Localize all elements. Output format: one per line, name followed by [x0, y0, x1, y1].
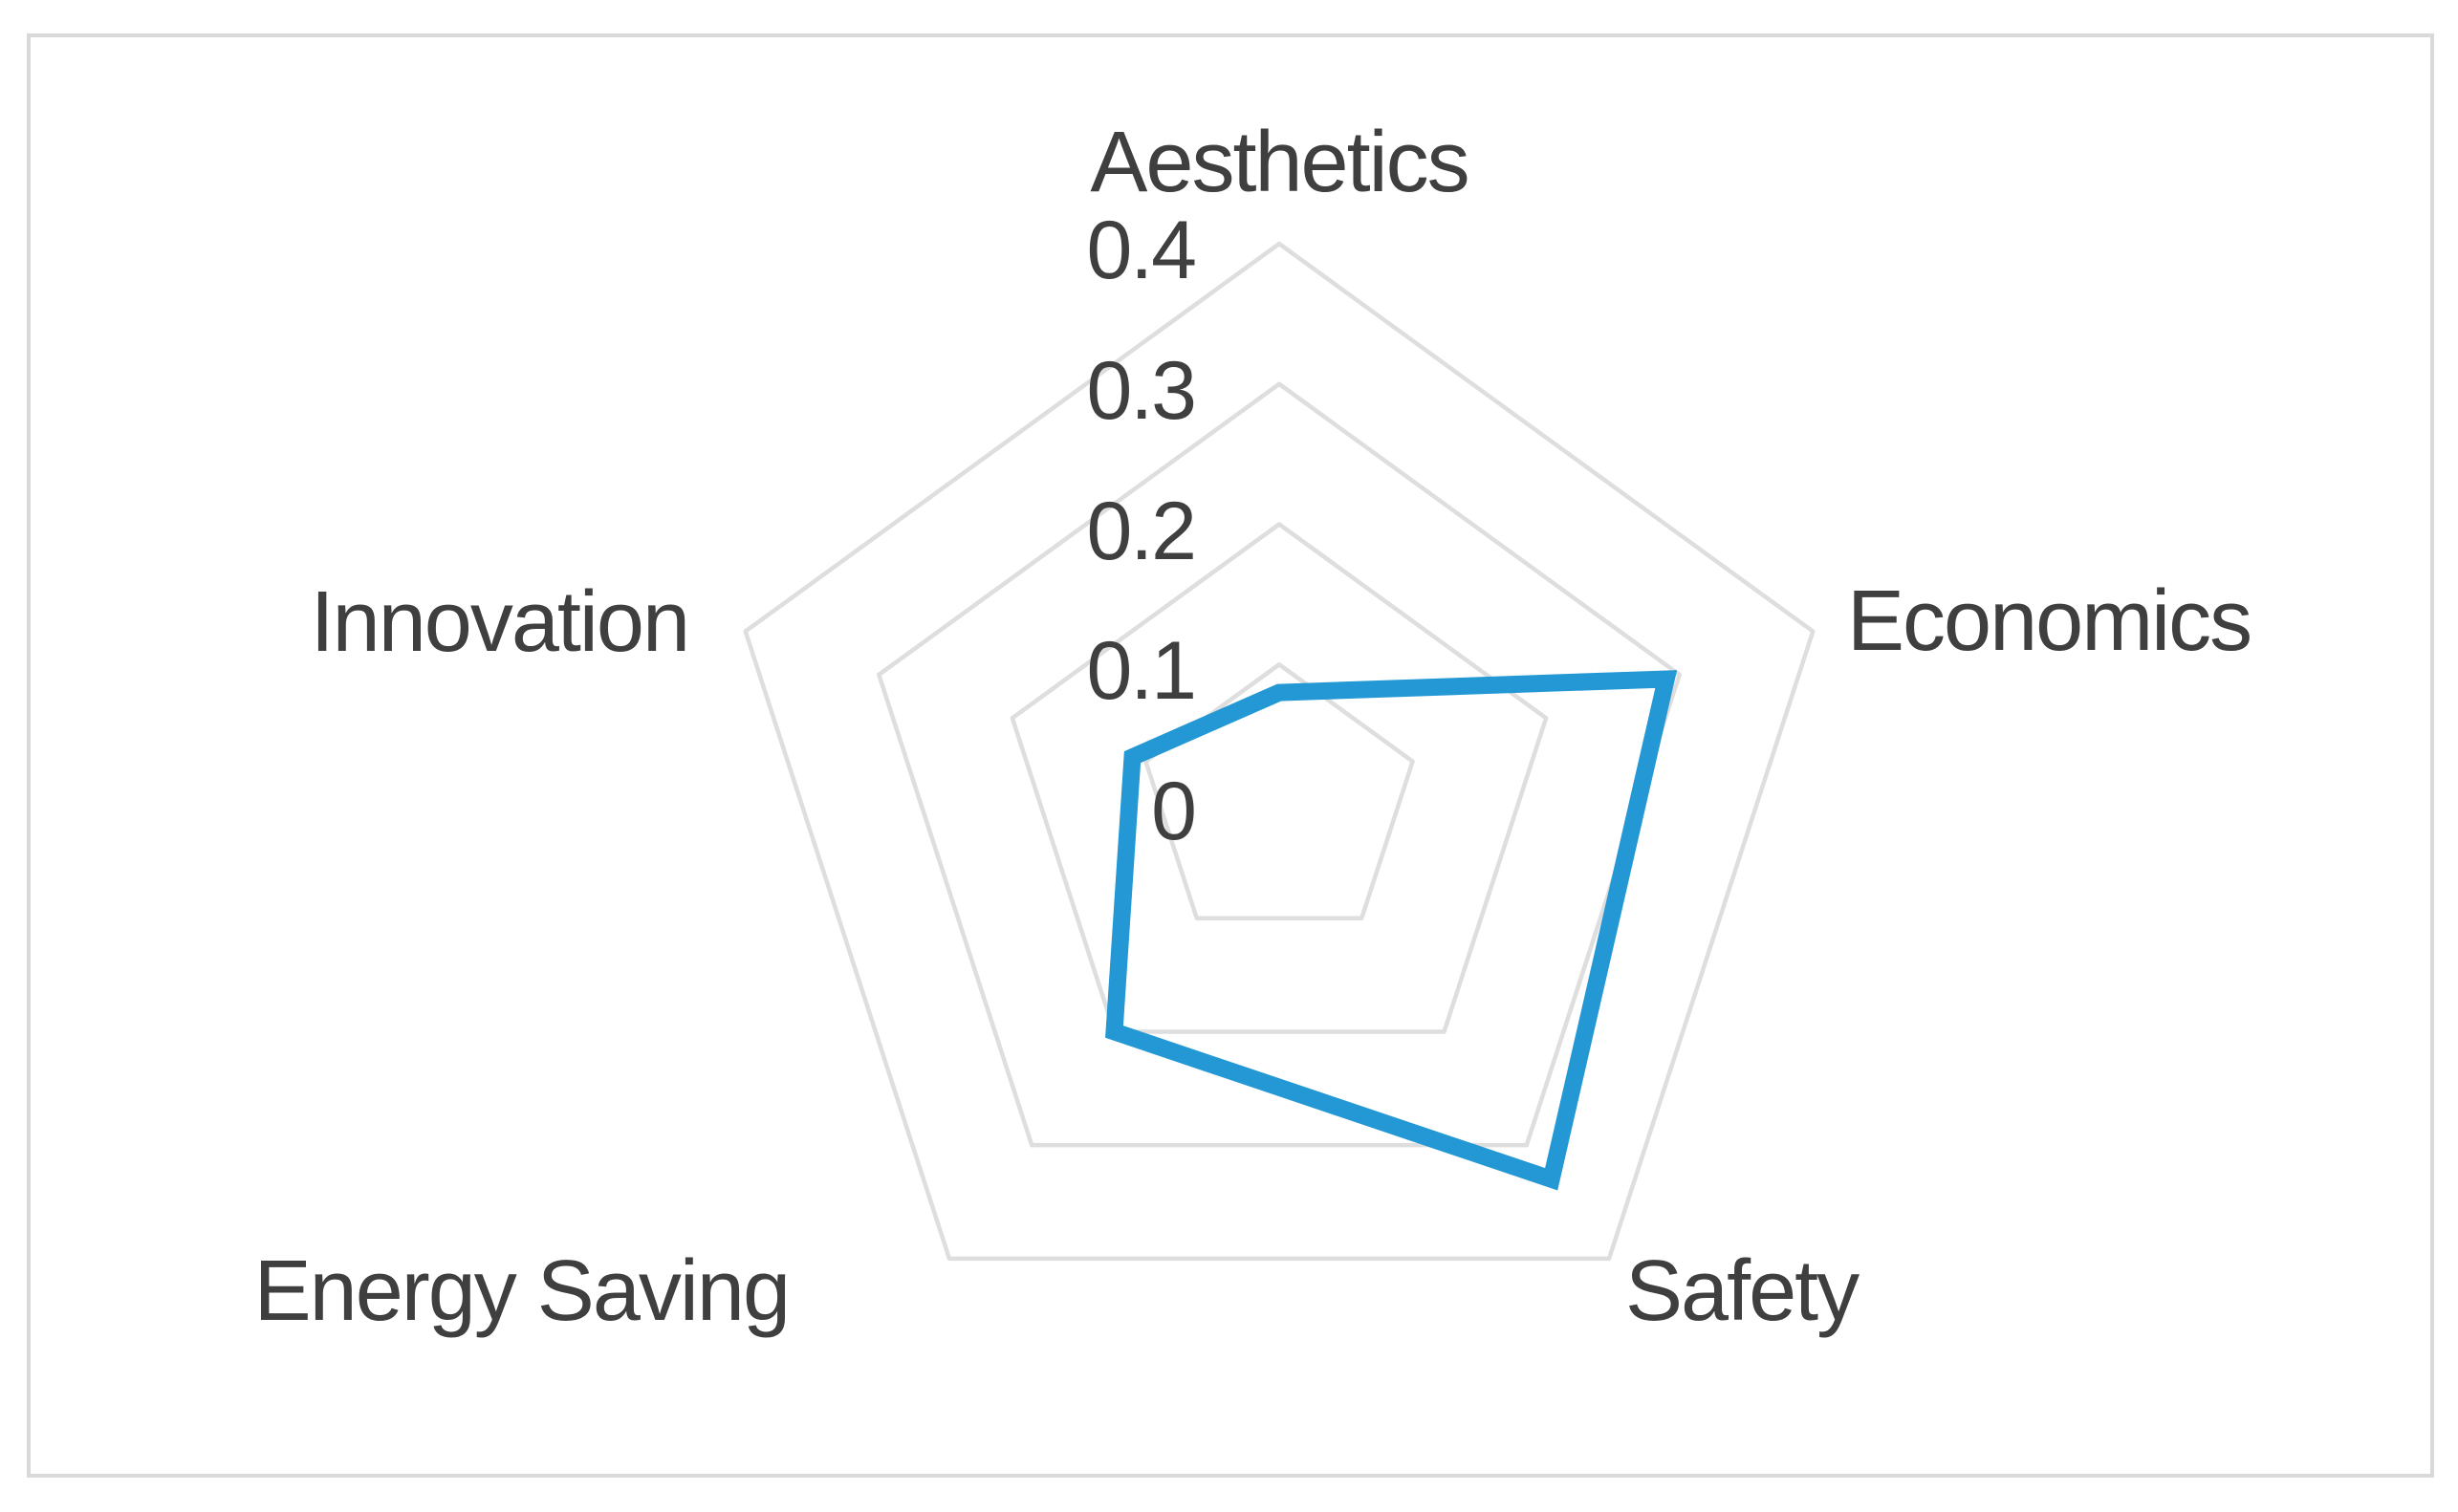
tick-label: 0.4: [1086, 205, 1197, 296]
tick-label: 0.1: [1086, 625, 1197, 717]
chart-border-frame: [27, 33, 2434, 1478]
category-label-aesthetics: Aesthetics: [1090, 115, 1469, 210]
category-label-innovation: Innovation: [310, 574, 690, 670]
tick-label: 0.3: [1086, 345, 1197, 437]
grid-ring: [877, 381, 1682, 1148]
tick-label: 0.2: [1086, 486, 1197, 577]
grid-ring: [1010, 522, 1549, 1034]
category-label-energy-saving: Energy Saving: [253, 1243, 791, 1339]
data-series-polygon: [1105, 670, 1678, 1191]
category-label-economics: Economics: [1847, 573, 2252, 669]
category-label-safety: Safety: [1625, 1243, 1860, 1339]
grid-ring: [743, 241, 1816, 1262]
tick-label: 0: [1151, 766, 1197, 857]
